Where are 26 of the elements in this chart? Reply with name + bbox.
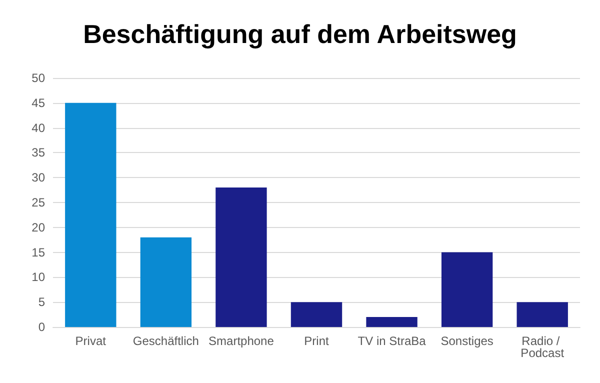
x-tick-label: Radio / Podcast bbox=[520, 334, 565, 360]
bar bbox=[140, 237, 192, 327]
x-tick-label: Geschäftlich bbox=[132, 334, 199, 348]
x-tick-label: Smartphone bbox=[208, 334, 274, 348]
x-tick-label: TV in StraBa bbox=[358, 334, 426, 348]
y-tick-label: 10 bbox=[32, 270, 46, 284]
y-tick-label: 0 bbox=[38, 320, 46, 334]
bar bbox=[290, 302, 342, 327]
y-tick-label: 15 bbox=[32, 245, 46, 260]
bar bbox=[65, 102, 116, 327]
bar bbox=[516, 302, 568, 327]
y-tick-label: 25 bbox=[32, 196, 46, 210]
x-tick-label: Sonstiges bbox=[440, 334, 494, 348]
x-tick-label: Print bbox=[304, 334, 330, 348]
y-tick-label: 30 bbox=[32, 170, 46, 185]
y-tick-label: 45 bbox=[32, 96, 46, 110]
bar bbox=[441, 252, 493, 327]
y-tick-label: 35 bbox=[32, 146, 46, 160]
y-tick-label: 20 bbox=[32, 220, 46, 234]
chart-title: Beschäftigung auf dem Arbeitsweg bbox=[83, 19, 517, 49]
bar bbox=[216, 188, 267, 327]
x-tick-label: Privat bbox=[75, 334, 107, 348]
y-tick-label: 5 bbox=[38, 295, 46, 310]
y-tick-label: 50 bbox=[32, 71, 46, 85]
bar bbox=[366, 317, 418, 327]
y-tick-label: 40 bbox=[32, 120, 46, 135]
